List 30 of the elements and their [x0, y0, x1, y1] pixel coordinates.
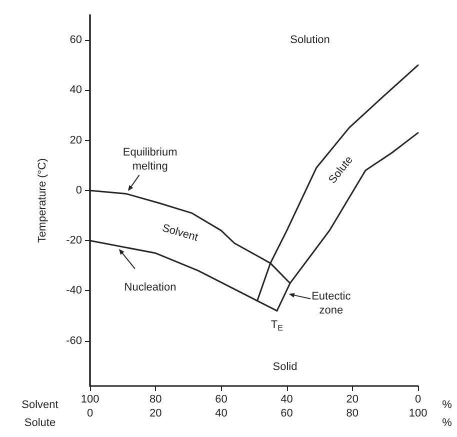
- x-tick-label: 100: [408, 408, 428, 420]
- x-tick-label: 20: [149, 408, 162, 420]
- y-tick-label: 40: [70, 84, 82, 96]
- y-tick-label: 60: [70, 34, 82, 46]
- x2-tick-label: 100: [80, 394, 100, 406]
- x2-tick-label: 0: [414, 394, 422, 406]
- y-tick-label: 0: [76, 184, 82, 196]
- y-tick-label: -20: [66, 234, 82, 247]
- y-tick-label: 20: [70, 134, 82, 146]
- x2-tick-label: 40: [280, 394, 293, 406]
- x2-tick-label: 60: [215, 394, 228, 406]
- annotation: Solvent: [160, 222, 200, 244]
- x-tick-label: 40: [215, 408, 228, 420]
- x2-axis-title: Solvent: [22, 399, 58, 411]
- annotation: Solution: [290, 34, 330, 46]
- x2-tick-label: 80: [149, 394, 162, 406]
- annotation: Nucleation: [124, 282, 176, 294]
- annotation: Solid: [272, 361, 298, 373]
- x-tick-label: 0: [86, 408, 94, 420]
- x-axis-title: Solute: [24, 417, 56, 429]
- x-tick-label: 60: [280, 408, 293, 420]
- x2-tick-label: 20: [346, 394, 359, 406]
- text: %: [442, 417, 452, 429]
- annotation: Equilibrium melting: [122, 146, 178, 173]
- y-tick-label: -60: [66, 334, 82, 347]
- text: %: [442, 399, 452, 411]
- x-tick-label: 80: [346, 408, 359, 420]
- y-tick-label: -40: [66, 284, 82, 297]
- annotation: Eutectic zone: [312, 290, 352, 316]
- y-axis-title: Temperature (°C): [36, 158, 48, 243]
